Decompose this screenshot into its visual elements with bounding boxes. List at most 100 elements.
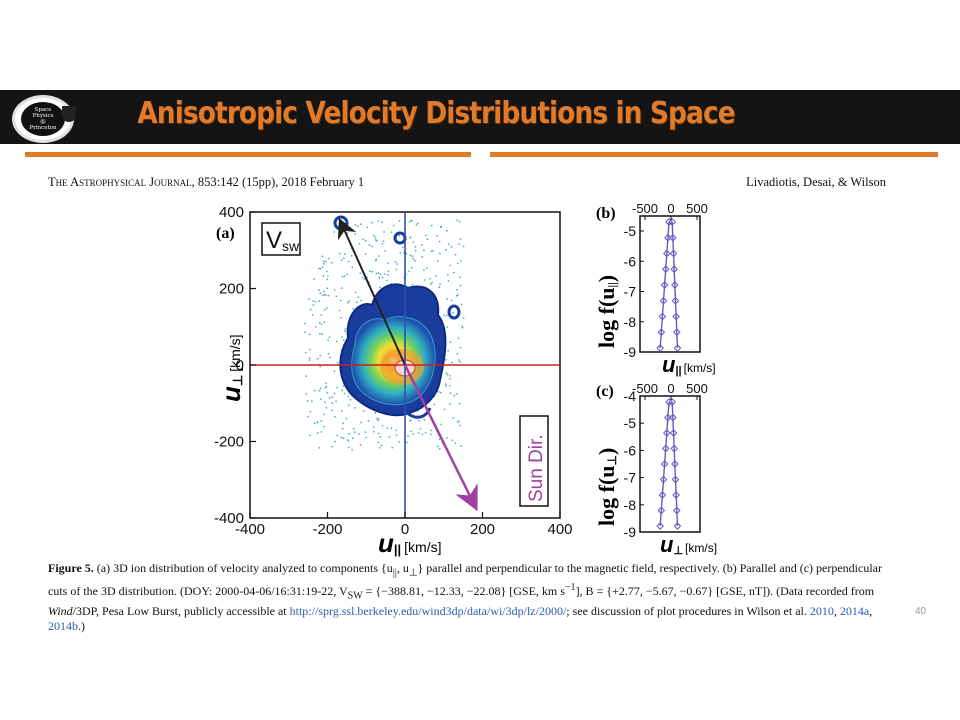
vsw-label-box	[261, 222, 301, 256]
scatter-point	[399, 252, 402, 254]
top-tick-label: -500	[632, 201, 658, 216]
scatter-point	[409, 236, 412, 239]
scatter-point	[357, 296, 360, 299]
scatter-point	[456, 293, 459, 296]
scatter-point	[320, 323, 323, 326]
parallel-cut-curve	[656, 218, 682, 352]
scatter-point	[447, 274, 449, 276]
cut-data-marker	[672, 312, 680, 321]
scatter-point	[412, 432, 415, 435]
scatter-point	[359, 223, 362, 226]
y-tick-label: -8	[624, 497, 637, 513]
scatter-point	[340, 436, 343, 439]
scatter-point	[304, 351, 307, 354]
scatter-point	[311, 313, 314, 316]
scatter-point	[338, 309, 341, 312]
scatter-point	[440, 423, 442, 426]
princeton-shield-icon	[62, 106, 76, 122]
reference-link-2010[interactable]: 2010	[809, 603, 834, 618]
scatter-point	[335, 400, 337, 403]
scatter-point	[379, 436, 382, 438]
cut-data-marker	[659, 296, 668, 305]
scatter-point	[353, 427, 355, 430]
panel-c-y-axis-label: log f(u⊥)	[594, 448, 619, 526]
journal-citation: The Astrophysical Journal, 853:142 (15pp…	[48, 175, 365, 189]
scatter-point	[323, 290, 326, 293]
scatter-point	[445, 229, 448, 232]
cut-data-marker	[662, 429, 671, 437]
panel-a-x-ticks: -400 -200 0 200 400	[235, 512, 573, 538]
scatter-point	[348, 433, 350, 435]
scatter-point	[411, 283, 414, 286]
scatter-point	[430, 224, 433, 227]
scatter-point	[323, 413, 325, 416]
scatter-point	[334, 415, 336, 418]
cut-data-marker	[660, 460, 669, 468]
scatter-point	[347, 395, 350, 398]
scatter-point	[462, 245, 465, 248]
scatter-point	[323, 308, 326, 311]
scatter-point	[342, 437, 345, 440]
scatter-point	[423, 269, 425, 271]
scatter-point	[439, 283, 441, 286]
scatter-point	[382, 240, 385, 243]
scatter-point	[438, 240, 441, 243]
y-tick-label: 200	[219, 281, 244, 298]
scatter-point	[384, 249, 386, 252]
top-tick-label: 0	[667, 201, 674, 216]
scatter-point	[445, 372, 448, 374]
scatter-point	[320, 420, 323, 422]
top-tick-label: -500	[632, 381, 658, 396]
scatter-point	[315, 326, 317, 328]
scatter-point	[408, 220, 411, 223]
reference-link-2014b[interactable]: 2014b	[48, 618, 78, 633]
scatter-point	[440, 226, 442, 229]
scatter-point	[457, 337, 460, 340]
scatter-point	[365, 436, 368, 439]
scatter-point	[395, 434, 398, 436]
scatter-point	[414, 249, 417, 252]
scatter-point	[368, 270, 371, 273]
scatter-point	[386, 279, 388, 282]
scatter-point	[454, 253, 457, 256]
scatter-point	[374, 238, 377, 241]
vsw-arrow	[337, 217, 406, 366]
scatter-point	[325, 382, 327, 384]
scatter-point	[381, 221, 383, 224]
scatter-point	[327, 294, 330, 297]
cut-fit-line	[659, 401, 670, 527]
scatter-point	[320, 314, 323, 316]
title-rule-right	[490, 152, 938, 157]
data-url-link[interactable]: http://sprg.ssl.berkeley.edu/wind3dp/dat…	[289, 603, 567, 618]
panel-a: Vsw Sun Dir. (a) -400 -200 0 200 400 400 200 0…	[214, 204, 573, 558]
y-tick-label: -4	[624, 388, 637, 404]
scatter-point	[338, 252, 341, 255]
panel-c: (c) -500 0 500 -4 -5 -6 -7 -8 -9 log f(u⊥) u⊥ [k…	[594, 381, 717, 557]
scatter-point	[326, 392, 329, 394]
scatter-point	[392, 224, 395, 227]
panel-b-y-ticks: -5 -6 -7 -8 -9	[624, 223, 644, 360]
scatter-point	[421, 433, 424, 436]
scatter-point	[449, 375, 451, 377]
scatter-point	[348, 300, 351, 302]
y-tick-label: 0	[236, 357, 244, 374]
scatter-point	[377, 272, 380, 274]
scatter-point	[341, 427, 344, 430]
reference-link-2014a[interactable]: 2014a	[839, 603, 870, 618]
scatter-point	[410, 219, 413, 222]
scatter-point	[377, 419, 379, 422]
scatter-point	[449, 341, 452, 344]
scatter-point	[409, 254, 412, 257]
scatter-point	[416, 222, 419, 225]
scatter-point	[325, 307, 328, 310]
scatter-point	[417, 432, 420, 434]
scatter-point	[322, 275, 325, 277]
cut-data-marker	[656, 344, 665, 352]
cut-data-marker	[661, 265, 670, 274]
scatter-point	[340, 287, 343, 289]
scatter-point	[410, 266, 413, 269]
scatter-point	[327, 339, 329, 342]
title-bar: Space Physics @ Princeton Anisotropic Ve…	[0, 90, 960, 144]
scatter-point	[407, 435, 409, 437]
scatter-point	[380, 444, 383, 447]
